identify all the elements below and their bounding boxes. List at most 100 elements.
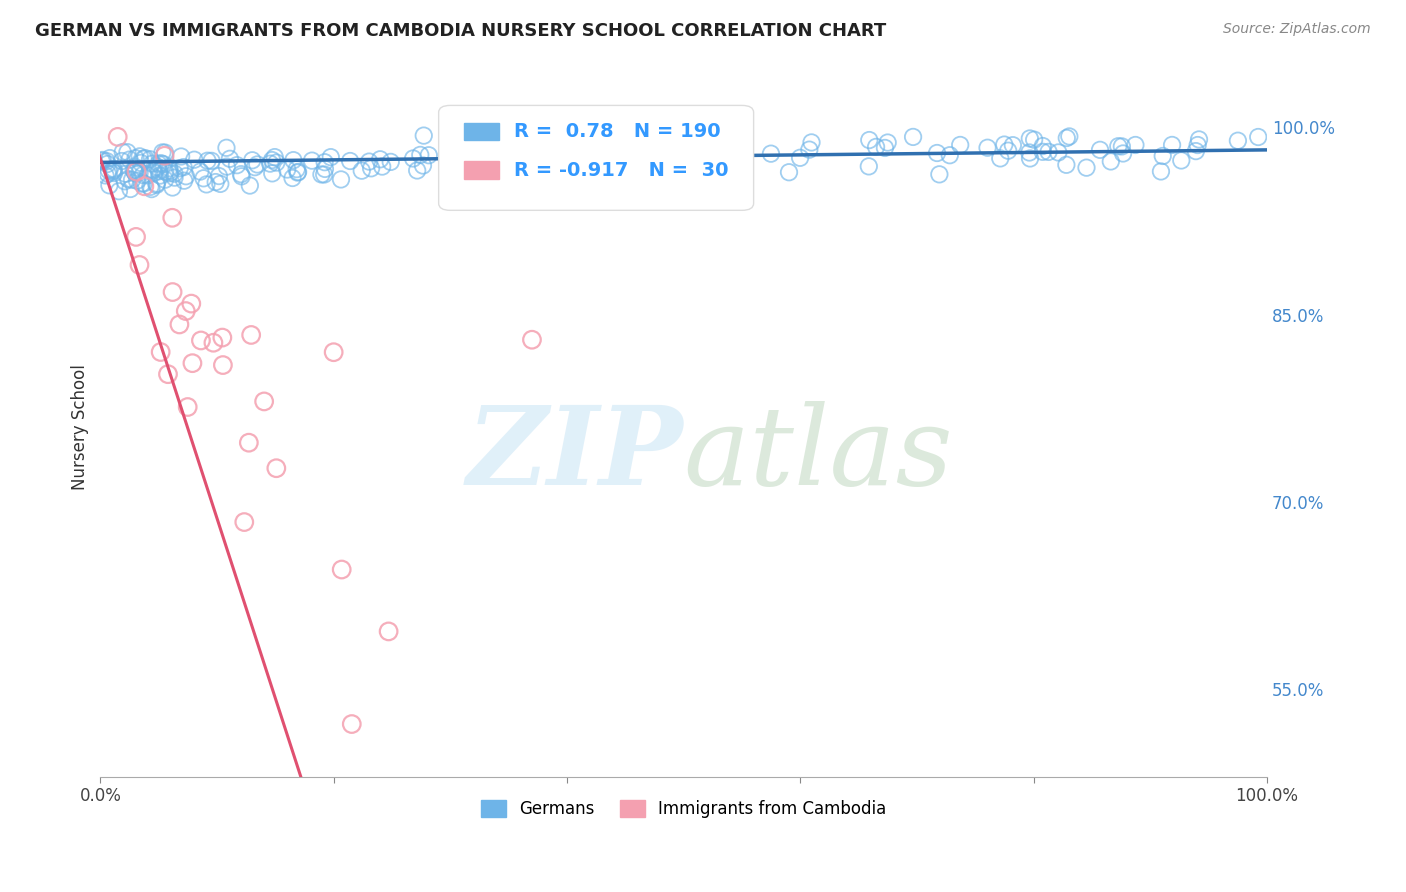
Point (1088, 143, 1111, 157)
Point (800, 136, 823, 150)
Point (301, 153, 323, 168)
Point (125, 164, 148, 178)
Point (212, 358, 235, 372)
Point (98, 151, 121, 165)
Point (122, 163, 145, 178)
Point (215, 141, 238, 155)
Bar (464, 161, 499, 179)
Point (281, 171, 304, 186)
Point (876, 136, 898, 150)
Point (330, 172, 353, 186)
Point (710, 145, 733, 160)
Point (117, 145, 139, 160)
Point (145, 177, 167, 191)
Point (1001, 138, 1024, 153)
Point (229, 167, 252, 181)
Point (314, 168, 336, 182)
Point (208, 169, 231, 183)
Point (124, 165, 146, 179)
Point (311, 168, 333, 182)
Point (925, 146, 948, 161)
Point (153, 149, 176, 163)
Point (132, 152, 155, 166)
Point (1059, 129, 1081, 144)
Point (155, 164, 177, 178)
Point (520, 333, 543, 347)
Point (211, 330, 233, 344)
Point (574, 161, 596, 176)
Point (159, 163, 181, 178)
Point (193, 171, 215, 186)
Point (231, 169, 253, 184)
Point (197, 153, 219, 168)
Point (183, 153, 205, 167)
Point (721, 151, 744, 165)
Point (118, 153, 141, 167)
Point (1032, 139, 1054, 153)
Point (262, 166, 284, 180)
Point (139, 179, 162, 194)
Text: ZIP: ZIP (467, 401, 683, 508)
Point (202, 335, 225, 350)
Point (697, 152, 720, 166)
Point (125, 230, 148, 244)
Point (576, 165, 599, 179)
Point (96, 154, 118, 169)
Point (148, 164, 170, 178)
Point (503, 153, 526, 167)
Point (627, 143, 650, 157)
Point (145, 178, 167, 192)
Point (169, 318, 191, 332)
Point (156, 367, 179, 381)
Point (125, 174, 148, 188)
Point (949, 138, 972, 153)
Point (149, 156, 172, 170)
Point (162, 285, 184, 299)
Point (1187, 138, 1209, 153)
Point (612, 153, 634, 168)
Point (901, 130, 924, 145)
Point (132, 177, 155, 191)
Point (253, 394, 276, 409)
Point (644, 171, 666, 186)
Point (240, 153, 263, 168)
Point (91, 153, 114, 167)
Point (143, 166, 166, 180)
Point (412, 128, 434, 143)
Point (163, 167, 186, 181)
Point (108, 184, 131, 198)
Y-axis label: Nursery School: Nursery School (72, 364, 89, 490)
Point (1024, 133, 1046, 147)
Point (103, 161, 125, 176)
Point (1099, 154, 1122, 169)
Point (181, 356, 204, 370)
Point (148, 157, 170, 171)
Point (111, 154, 134, 169)
Point (266, 461, 288, 475)
Point (858, 133, 880, 147)
Point (152, 157, 174, 171)
Point (204, 175, 226, 189)
Point (865, 140, 887, 154)
Point (588, 168, 610, 182)
Point (259, 156, 281, 170)
Point (377, 624, 399, 639)
Point (239, 178, 262, 193)
Point (588, 160, 610, 174)
Point (873, 141, 896, 155)
Point (287, 165, 309, 179)
Point (162, 211, 184, 225)
Point (209, 177, 232, 191)
Point (939, 148, 962, 162)
Point (380, 154, 402, 169)
Point (266, 155, 288, 169)
Point (128, 165, 150, 179)
Point (134, 179, 156, 194)
Point (98, 178, 121, 193)
Point (605, 159, 627, 173)
Point (173, 160, 195, 174)
Point (170, 149, 193, 163)
Point (215, 160, 238, 174)
Point (1112, 146, 1135, 161)
Point (1038, 145, 1060, 159)
